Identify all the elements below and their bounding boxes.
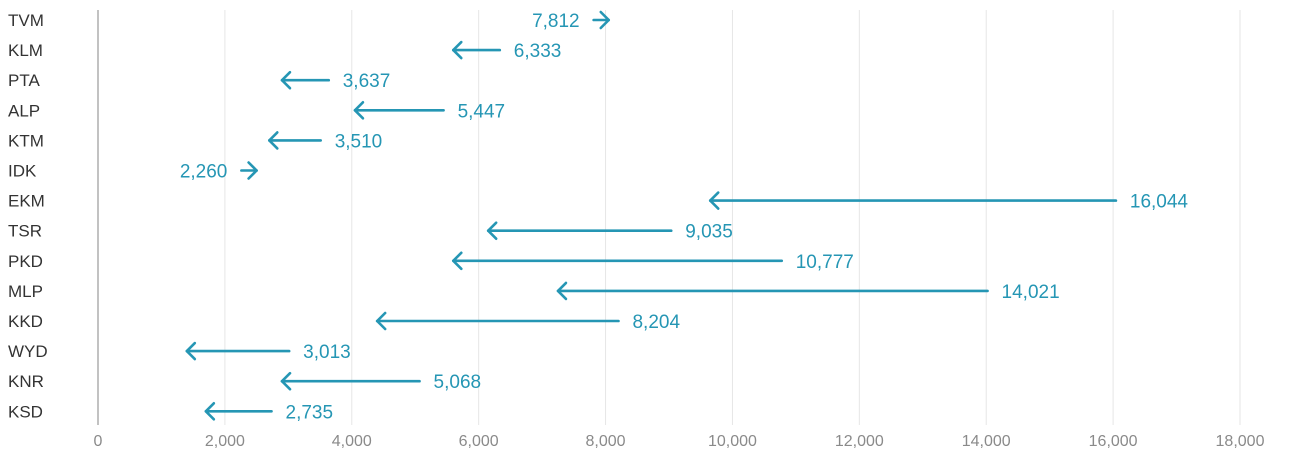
- arrow: [353, 101, 445, 120]
- x-tick-label: 18,000: [1216, 433, 1265, 450]
- category-label: WYD: [8, 342, 48, 361]
- value-label: 7,812: [532, 11, 580, 32]
- category-label: TSR: [8, 222, 42, 241]
- category-label: KTM: [8, 131, 44, 150]
- value-label: 6,333: [514, 41, 562, 62]
- value-label: 14,021: [1002, 282, 1060, 303]
- arrow-head: [599, 10, 611, 30]
- value-label: 9,035: [685, 222, 733, 243]
- x-tick-label: 12,000: [835, 433, 884, 450]
- arrow: [375, 311, 620, 331]
- arrow: [708, 191, 1118, 210]
- arrow-head: [247, 161, 258, 180]
- category-label: MLP: [8, 282, 43, 301]
- arrow-head: [185, 341, 197, 361]
- category-label: TVM: [8, 11, 44, 30]
- x-axis-ticks: 0 2,000 4,000 6,000 8,000 10,000 12,000 14,000 1…: [94, 433, 1265, 450]
- value-label: 3,013: [303, 342, 351, 363]
- arrow-head: [280, 70, 292, 90]
- x-tick-label: 8,000: [586, 433, 626, 450]
- value-label: 8,204: [632, 312, 680, 333]
- category-labels: TVM KLM PTA ALP KTM IDK EKM TSR PKD MLP KKD WYD KNR K…: [8, 11, 48, 421]
- arrow: [204, 401, 273, 421]
- value-label: 3,510: [335, 131, 383, 152]
- value-label: 2,260: [180, 162, 228, 183]
- value-label: 5,068: [434, 372, 482, 393]
- arrow-head: [267, 131, 279, 150]
- arrow: [240, 161, 258, 180]
- arrow-head: [486, 221, 498, 240]
- value-label: 10,777: [796, 252, 854, 273]
- value-label: 2,735: [286, 402, 334, 423]
- arrow-head: [280, 371, 292, 391]
- arrow: [451, 251, 784, 271]
- category-label: EKM: [8, 192, 45, 211]
- arrow: [267, 131, 322, 150]
- x-tick-label: 14,000: [962, 433, 1011, 450]
- category-label: PTA: [8, 71, 40, 90]
- category-label: PKD: [8, 252, 43, 271]
- arrows: [185, 10, 1118, 421]
- x-tick-label: 10,000: [708, 433, 757, 450]
- arrow: [280, 70, 331, 90]
- value-label: 16,044: [1130, 192, 1189, 213]
- category-label: KSD: [8, 402, 43, 421]
- arrow-head: [556, 281, 568, 301]
- x-tick-label: 4,000: [332, 433, 372, 450]
- category-label: ALP: [8, 101, 40, 120]
- arrow: [451, 40, 502, 60]
- gridlines: [224, 10, 1241, 425]
- x-tick-label: 2,000: [205, 433, 245, 450]
- arrow-head: [353, 101, 365, 120]
- category-label: KLM: [8, 41, 43, 60]
- x-tick-label: 0: [94, 433, 103, 450]
- arrow-head: [204, 401, 216, 421]
- x-tick-label: 6,000: [459, 433, 499, 450]
- arrow-head: [451, 251, 463, 271]
- x-tick-label: 16,000: [1089, 433, 1138, 450]
- value-label: 3,637: [343, 71, 391, 92]
- arrow: [486, 221, 673, 240]
- arrow: [280, 371, 421, 391]
- value-label: 5,447: [458, 101, 506, 122]
- category-label: KNR: [8, 372, 44, 391]
- arrow: [592, 10, 611, 30]
- category-label: IDK: [8, 162, 37, 181]
- arrow-head: [708, 191, 720, 210]
- arrow: [556, 281, 989, 301]
- arrow-head: [375, 311, 387, 331]
- arrow-head: [451, 40, 463, 60]
- arrow: [185, 341, 291, 361]
- category-label: KKD: [8, 312, 43, 331]
- value-labels: 7,812 6,333 3,637 5,447 3,510 2,260 16,044 9,03…: [180, 11, 1189, 423]
